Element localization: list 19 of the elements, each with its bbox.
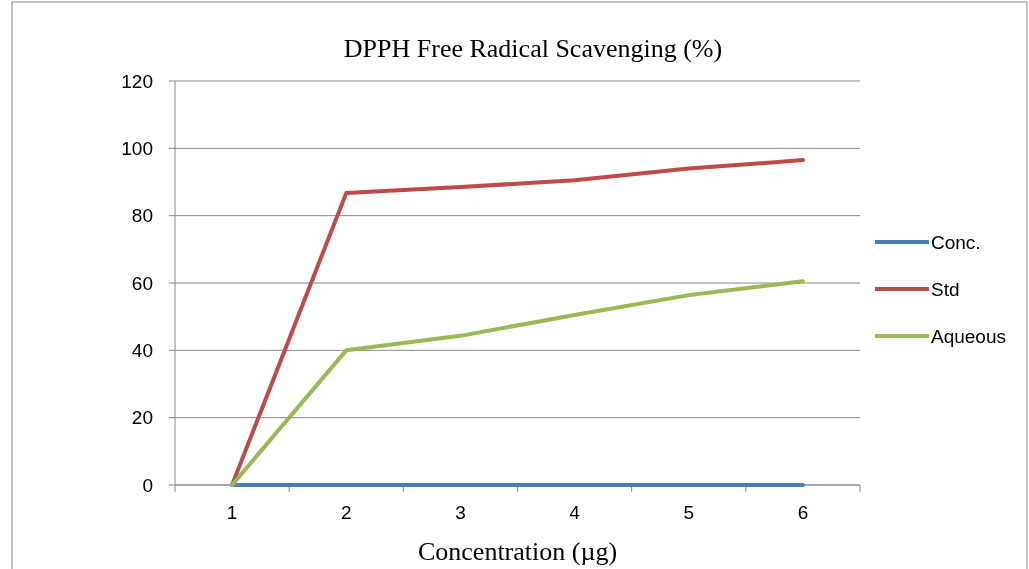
y-tick-label: 80 xyxy=(131,205,153,227)
chart-title: DPPH Free Radical Scavenging (%) xyxy=(343,34,723,63)
y-tick-label: 100 xyxy=(121,137,153,159)
line-series xyxy=(230,279,805,487)
y-tick-label: 20 xyxy=(131,407,153,429)
y-tick-label: 40 xyxy=(131,339,153,361)
y-tick-label: 0 xyxy=(142,474,153,496)
x-tick-label: 6 xyxy=(797,502,809,523)
x-tick-label: 4 xyxy=(569,502,581,523)
legend-label: Std xyxy=(931,278,960,300)
legend-label: Conc. xyxy=(931,231,981,253)
x-tick-label: 5 xyxy=(683,502,695,523)
x-tick-label: 2 xyxy=(340,502,352,523)
x-axis-title: Concentration (µg) xyxy=(417,537,618,566)
legend-label: Aqueous xyxy=(931,325,1007,347)
y-tick-label: 120 xyxy=(121,70,153,92)
x-tick-label: 1 xyxy=(226,502,238,523)
x-tick-label: 3 xyxy=(455,502,466,523)
y-tick-label: 60 xyxy=(131,272,153,294)
